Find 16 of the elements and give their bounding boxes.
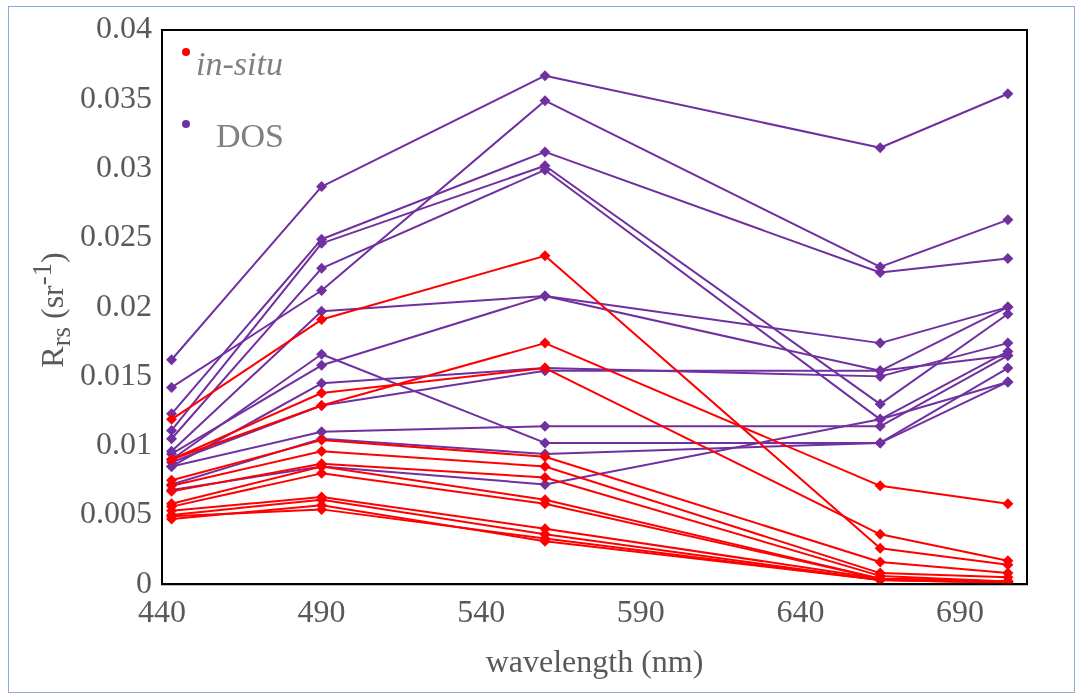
y-tick-label: 0.01 [96,425,152,462]
y-tick-label: 0.02 [96,286,152,323]
y-tick-label: 0.04 [96,9,152,46]
x-tick-label: 490 [297,592,346,629]
y-tick-label: 0.015 [80,355,152,392]
legend-label: DOS [216,116,285,154]
x-tick-label: 690 [935,592,984,629]
x-axis-title: wavelength (nm) [485,643,704,680]
x-tick-label: 590 [616,592,665,629]
y-tick-label: 0.03 [96,147,152,184]
y-tick-label: 0.035 [80,78,152,115]
x-tick-label: 640 [776,592,825,629]
y-tick-label: 0.025 [80,217,152,254]
legend-label: in-situ [196,44,283,82]
x-tick-label: 540 [457,592,506,629]
y-tick-label: 0.005 [80,494,152,531]
